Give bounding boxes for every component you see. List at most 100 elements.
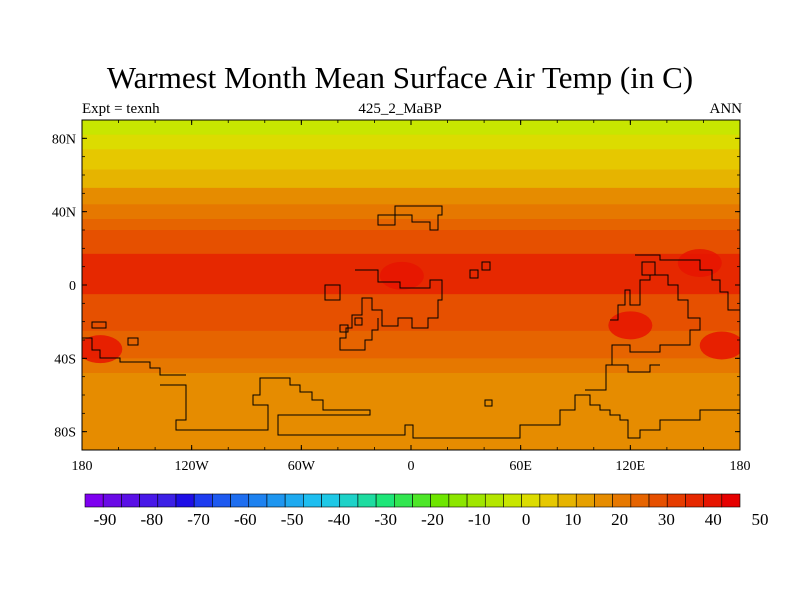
- colorbar-box-7: [212, 493, 231, 508]
- coastline-south: [160, 377, 740, 439]
- colorbar-box-35: [721, 493, 741, 508]
- colorbar-box-26: [557, 493, 577, 508]
- colorbar-box-13: [321, 493, 341, 508]
- temp-band-3: [82, 169, 740, 189]
- colorbar-box-2: [121, 493, 140, 508]
- experiment-label: Expt = texnh: [82, 101, 160, 117]
- coastline-island-8: [484, 399, 493, 407]
- coastline-east-continent: [635, 254, 740, 311]
- colorbar-box-25: [539, 493, 559, 508]
- colorbar-box-11: [284, 493, 304, 508]
- y-tick-label-2: 0: [69, 279, 76, 294]
- colorbar-box-15: [357, 493, 377, 508]
- colorbar-box-24: [521, 493, 541, 508]
- map-axes: 180 120W 60W 0 60E 120E 180 80N 40N 0 40S 80S: [52, 120, 751, 474]
- colorbar-box-31: [648, 493, 668, 508]
- colorbar-box-23: [503, 493, 522, 508]
- coastlines: [82, 205, 740, 439]
- colorbar-label-7: -20: [421, 510, 444, 529]
- colorbar-box-16: [375, 493, 395, 508]
- x-tick-label-0: 180: [72, 459, 93, 474]
- colorbar-box-30: [630, 493, 650, 508]
- colorbar-label-14: 50: [752, 510, 769, 529]
- x-tick-label-5: 120E: [616, 459, 646, 474]
- colorbar-label-5: -40: [328, 510, 351, 529]
- x-tick-label-4: 60E: [509, 459, 532, 474]
- colorbar-box-27: [575, 493, 595, 508]
- temp-band-6: [82, 219, 740, 231]
- temp-band-2: [82, 149, 740, 170]
- colorbar-label-3: -60: [234, 510, 257, 529]
- period-label: 425_2_MaBP: [358, 101, 442, 117]
- warm-region-1: [699, 331, 740, 360]
- colorbar-box-18: [412, 493, 431, 508]
- colorbar-label-11: 20: [611, 510, 628, 529]
- colorbar-label-6: -30: [374, 510, 397, 529]
- temp-band-0: [82, 120, 740, 136]
- coastline-east-continent-4: [612, 364, 660, 373]
- coastline-island-3: [354, 317, 363, 326]
- coastline-island-1: [324, 284, 341, 301]
- colorbar-label-1: -80: [140, 510, 163, 529]
- temperature-field: [82, 120, 740, 450]
- colorbar-box-5: [175, 493, 195, 508]
- colorbar-box-21: [466, 493, 486, 508]
- coastline-central-continent: [339, 269, 443, 351]
- colorbar-box-10: [266, 493, 286, 508]
- colorbar-label-8: -10: [468, 510, 491, 529]
- temp-band-12: [82, 373, 740, 450]
- colorbar-box-17: [394, 493, 413, 508]
- coastline-island-5: [469, 269, 479, 279]
- colorbar-box-34: [703, 493, 723, 508]
- coastline-island-2: [339, 324, 349, 333]
- colorbar-box-19: [430, 493, 450, 508]
- y-tick-label-4: 80S: [54, 426, 76, 441]
- x-tick-label-3: 0: [408, 459, 415, 474]
- colorbar-box-3: [139, 493, 159, 508]
- colorbar: -90 -80 -70 -60 -50 -40 -30 -20 -10 0 10 20 30 40 50: [84, 493, 769, 529]
- y-tick-label-0: 80N: [52, 132, 76, 147]
- colorbar-box-32: [666, 493, 686, 508]
- colorbar-box-28: [594, 493, 613, 508]
- warm-region-0: [82, 335, 123, 364]
- colorbar-box-29: [612, 493, 632, 508]
- coastline-east-continent-3: [585, 274, 701, 391]
- colorbar-box-33: [685, 493, 704, 508]
- temp-band-11: [82, 358, 740, 374]
- colorbar-box-1: [102, 493, 122, 508]
- x-tick-label-1: 120W: [175, 459, 210, 474]
- x-tick-label-6: 180: [730, 459, 751, 474]
- temp-band-7: [82, 230, 740, 255]
- temp-band-5: [82, 204, 740, 220]
- warm-region-3: [379, 261, 424, 290]
- colorbar-box-4: [157, 493, 177, 508]
- colorbar-box-6: [193, 493, 213, 508]
- coastline-island-4: [481, 261, 491, 271]
- colorbar-box-8: [230, 493, 250, 508]
- y-tick-label-3: 40S: [54, 352, 76, 367]
- temp-band-4: [82, 187, 740, 205]
- colorbar-label-2: -70: [187, 510, 210, 529]
- colorbar-label-12: 30: [658, 510, 675, 529]
- colorbar-label-10: 10: [564, 510, 581, 529]
- colorbar-box-14: [339, 493, 359, 508]
- temp-band-1: [82, 134, 740, 150]
- coastline-island-6: [91, 321, 107, 329]
- colorbar-label-0: -90: [94, 510, 117, 529]
- colorbar-label-4: -50: [281, 510, 304, 529]
- colorbar-box-22: [484, 493, 504, 508]
- colorbar-box-9: [248, 493, 268, 508]
- colorbar-box-0: [84, 493, 104, 508]
- coastline-north: [377, 205, 443, 231]
- colorbar-label-13: 40: [705, 510, 722, 529]
- warm-region-2: [608, 311, 653, 340]
- coastline-southwest: [82, 337, 186, 376]
- x-tick-label-2: 60W: [288, 459, 316, 474]
- map-title: Warmest Month Mean Surface Air Temp (in …: [106, 60, 694, 95]
- colorbar-label-9: 0: [522, 510, 531, 529]
- colorbar-box-20: [448, 493, 468, 508]
- coastline-island-7: [127, 337, 139, 346]
- season-label: ANN: [709, 101, 743, 117]
- y-tick-label-1: 40N: [52, 206, 76, 221]
